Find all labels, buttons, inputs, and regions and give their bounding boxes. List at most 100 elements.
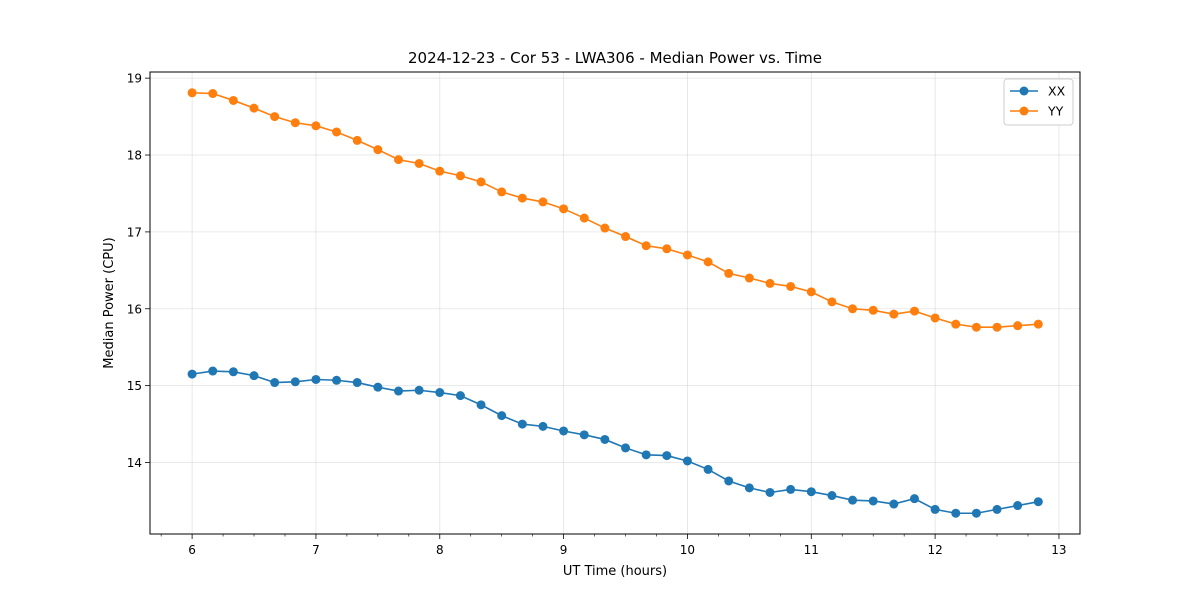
data-point-xx (724, 476, 734, 486)
data-point-yy (827, 297, 837, 307)
data-point-yy (868, 305, 878, 315)
data-point-xx (208, 366, 218, 376)
data-point-xx (641, 450, 651, 460)
data-point-yy (394, 155, 403, 165)
data-point-xx (497, 411, 507, 421)
legend-entry-xx: XX (1010, 84, 1066, 99)
data-point-xx (621, 443, 631, 453)
legend-marker-xx (1019, 86, 1029, 96)
data-point-yy (682, 250, 692, 260)
data-point-xx (1013, 501, 1023, 511)
data-point-xx (703, 464, 713, 474)
data-point-xx (868, 496, 878, 506)
data-point-xx (228, 367, 238, 377)
data-point-yy (621, 232, 631, 242)
data-point-yy (1013, 321, 1023, 331)
x-tick-label: 12 (927, 543, 942, 557)
data-point-yy (352, 135, 362, 145)
data-point-xx (394, 386, 403, 396)
data-point-yy (373, 145, 383, 155)
data-point-xx (848, 495, 858, 505)
data-point-xx (971, 508, 981, 518)
data-point-yy (951, 319, 961, 329)
data-point-xx (600, 434, 610, 444)
data-point-yy (559, 204, 569, 214)
series-yy (187, 88, 1043, 332)
data-point-yy (971, 322, 981, 332)
data-point-xx (270, 378, 280, 388)
legend-label-yy: YY (1047, 104, 1064, 119)
data-point-xx (909, 494, 919, 504)
x-tick-label: 7 (312, 543, 320, 557)
data-point-xx (889, 499, 899, 509)
data-point-yy (641, 241, 651, 251)
y-tick-label: 18 (127, 149, 142, 163)
data-point-xx (249, 371, 259, 381)
axes: 6 7 8 9 10 11 12 13 14 15 16 17 18 19 (127, 72, 1067, 557)
data-point-xx (682, 456, 692, 466)
data-point-xx (930, 504, 940, 514)
x-axis-label: UT Time (hours) (563, 564, 667, 579)
data-point-xx (786, 484, 796, 494)
data-point-yy (579, 213, 589, 223)
data-point-yy (476, 177, 486, 187)
data-point-xx (352, 378, 362, 388)
chart-title: 2024-12-23 - Cor 53 - LWA306 - Median Po… (408, 49, 822, 67)
data-point-yy (332, 127, 342, 137)
data-point-yy (765, 278, 775, 288)
x-tick-label: 6 (188, 543, 196, 557)
grid (150, 72, 1080, 534)
data-point-yy (744, 273, 754, 283)
data-point-yy (249, 103, 259, 113)
x-tick-label: 8 (436, 543, 444, 557)
y-axis-label: Median Power (CPU) (102, 237, 117, 368)
data-point-yy (806, 287, 816, 297)
data-point-xx (951, 508, 961, 518)
data-point-xx (311, 374, 321, 384)
data-point-xx (806, 487, 816, 497)
data-point-yy (187, 88, 197, 98)
data-point-yy (703, 257, 713, 267)
data-point-yy (909, 306, 919, 316)
data-point-yy (228, 95, 238, 105)
x-tick-label: 9 (560, 543, 568, 557)
data-point-yy (290, 118, 300, 128)
data-point-xx (373, 382, 383, 392)
y-tick-label: 14 (127, 456, 142, 470)
y-tick-label: 15 (127, 379, 142, 393)
x-tick-label: 10 (680, 543, 695, 557)
data-point-yy (889, 309, 899, 319)
x-tick-label: 11 (804, 543, 819, 557)
data-point-yy (724, 268, 734, 278)
data-point-yy (930, 313, 940, 323)
data-point-xx (476, 400, 486, 410)
x-tick-label: 13 (1051, 543, 1066, 557)
y-tick-label: 19 (127, 72, 142, 86)
data-point-xx (290, 377, 300, 387)
data-point-xx (187, 369, 197, 379)
data-point-yy (992, 322, 1002, 332)
data-point-xx (827, 491, 837, 501)
data-point-yy (270, 112, 280, 122)
legend-marker-yy (1019, 106, 1029, 116)
data-point-xx (992, 504, 1002, 514)
legend-entry-yy: YY (1010, 104, 1064, 119)
data-point-yy (455, 171, 465, 181)
data-point-yy (497, 187, 507, 197)
legend: XX YY (1003, 78, 1074, 126)
data-point-yy (414, 158, 424, 168)
data-point-yy (208, 89, 218, 99)
y-tick-label: 17 (127, 225, 142, 239)
data-point-xx (517, 419, 527, 429)
data-point-xx (765, 487, 775, 497)
data-point-yy (311, 121, 321, 131)
data-point-yy (600, 223, 610, 233)
plot-frame (149, 71, 1081, 535)
data-point-yy (1033, 319, 1043, 329)
data-point-yy (786, 281, 796, 291)
series-xx (187, 366, 1043, 518)
data-point-yy (435, 166, 445, 176)
data-point-yy (662, 244, 672, 254)
